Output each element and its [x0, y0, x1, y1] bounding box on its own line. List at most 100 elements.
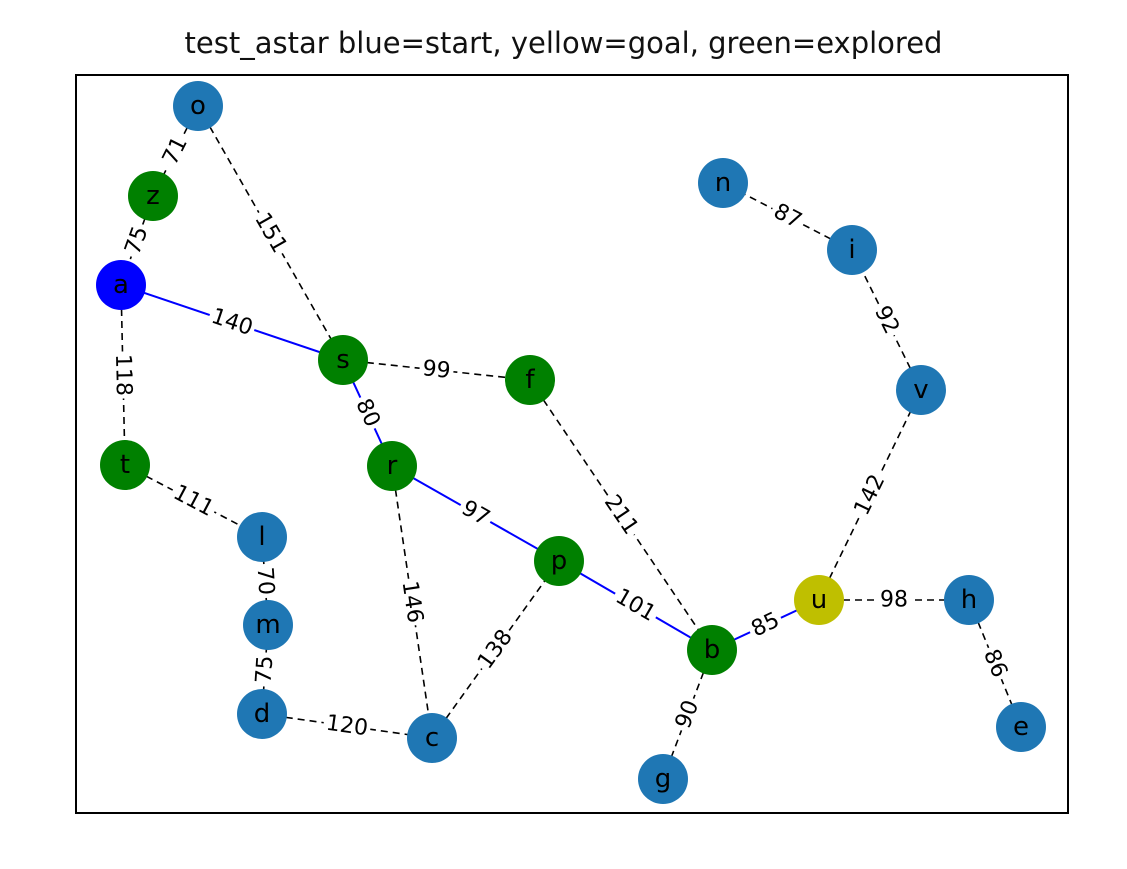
node-d: d	[237, 689, 287, 739]
node-h: h	[944, 575, 994, 625]
node-circle	[318, 335, 368, 385]
node-label: f	[525, 365, 535, 395]
edge-u-v	[818, 389, 922, 601]
node-n: n	[698, 158, 748, 208]
edge-weight-text: 120	[324, 711, 369, 742]
edge-weight-background	[166, 478, 221, 524]
node-m: m	[243, 600, 293, 650]
edge-weight-u-v: 142	[848, 468, 892, 522]
figure-title: test_astar blue=start, yellow=goal, gree…	[184, 26, 943, 60]
edge-weight-background	[976, 642, 1014, 685]
node-circle	[367, 441, 417, 491]
edge-weight-h-e: 86	[976, 642, 1014, 685]
edge-weight-l-m: 70	[250, 563, 280, 599]
edge-weight-p-b: 101	[608, 582, 663, 629]
node-s: s	[318, 335, 368, 385]
edge-weight-text: 146	[397, 579, 428, 624]
node-label: t	[120, 450, 130, 480]
edge-weight-text: 140	[208, 304, 256, 341]
node-label: p	[551, 546, 568, 576]
edge-weight-background	[250, 651, 280, 688]
node-circle	[534, 536, 584, 586]
node-f: f	[505, 355, 555, 405]
edge-weight-background	[321, 709, 373, 743]
edge-weight-background	[877, 587, 911, 613]
edge-weight-text: 70	[252, 566, 279, 596]
edge-weight-background	[669, 693, 706, 736]
edge-weight-m-d: 75	[250, 651, 280, 688]
edge-weight-background	[867, 299, 906, 341]
edge-weight-r-c: 146	[395, 576, 429, 628]
edge-weight-d-c: 120	[321, 709, 373, 743]
edge-weight-a-s: 140	[205, 302, 259, 343]
node-label: o	[190, 91, 206, 121]
node-label: r	[387, 451, 398, 481]
node-z: z	[128, 171, 178, 221]
edge-weight-f-b: 211	[597, 488, 645, 542]
edge-weight-s-f: 99	[418, 355, 455, 385]
edge-weight-text: 98	[880, 588, 908, 613]
edge-weight-o-z: 71	[156, 129, 195, 173]
node-label: s	[336, 345, 350, 375]
node-label: l	[258, 522, 265, 552]
edge-s-f	[342, 359, 531, 381]
edge-weight-background	[766, 197, 809, 236]
node-label: g	[655, 764, 672, 794]
edge-weight-a-t: 118	[109, 351, 137, 399]
node-r: r	[367, 441, 417, 491]
node-l: l	[237, 512, 287, 562]
node-circle	[128, 171, 178, 221]
node-label: z	[146, 181, 160, 211]
node-circle	[944, 575, 994, 625]
node-v: v	[896, 365, 946, 415]
node-label: v	[913, 375, 928, 405]
edge-weight-text: 75	[252, 655, 279, 685]
node-u: u	[794, 575, 844, 625]
edge-labels-layer: 71 151 75 140 118 99 80 111 70 75 120 146 97 138 101 21…	[109, 129, 1014, 743]
node-c: c	[407, 713, 457, 763]
node-label: u	[811, 585, 827, 615]
edge-weight-background	[205, 302, 259, 343]
edge-weight-b-g: 90	[669, 693, 706, 736]
node-label: i	[848, 235, 855, 265]
node-e: e	[996, 702, 1046, 752]
node-t: t	[100, 440, 150, 490]
node-label: h	[961, 585, 977, 615]
node-circle	[794, 575, 844, 625]
node-circle	[100, 440, 150, 490]
edge-weight-background	[744, 606, 787, 644]
node-circle	[996, 702, 1046, 752]
node-circle	[698, 158, 748, 208]
node-circle	[407, 713, 457, 763]
node-circle	[505, 355, 555, 405]
edge-weight-background	[418, 355, 455, 385]
edge-weight-background	[247, 206, 294, 260]
node-circle	[896, 365, 946, 415]
edge-weight-u-h: 98	[877, 587, 911, 613]
node-circle	[237, 689, 287, 739]
node-a: a	[96, 260, 146, 310]
edge-weight-background	[608, 582, 663, 629]
edge-weight-background	[156, 129, 195, 173]
node-label: b	[704, 635, 721, 665]
plot-frame	[75, 74, 1069, 814]
edge-weight-text: 118	[110, 354, 136, 397]
node-circle	[243, 600, 293, 650]
node-o: o	[173, 81, 223, 131]
node-b: b	[687, 625, 737, 675]
node-circle	[173, 81, 223, 131]
node-label: c	[425, 723, 439, 753]
edge-weight-t-l: 111	[166, 478, 221, 524]
edge-weight-c-p: 138	[471, 622, 520, 677]
edge-weight-text: 99	[421, 356, 451, 384]
node-g: g	[638, 754, 688, 804]
edge-weight-background	[848, 468, 892, 522]
node-label: n	[715, 168, 731, 198]
node-circle	[827, 225, 877, 275]
node-label: d	[254, 699, 271, 729]
edge-weight-background	[395, 576, 429, 628]
edge-weight-v-i: 92	[867, 299, 906, 341]
edge-weight-background	[250, 563, 280, 599]
node-label: a	[113, 270, 129, 300]
